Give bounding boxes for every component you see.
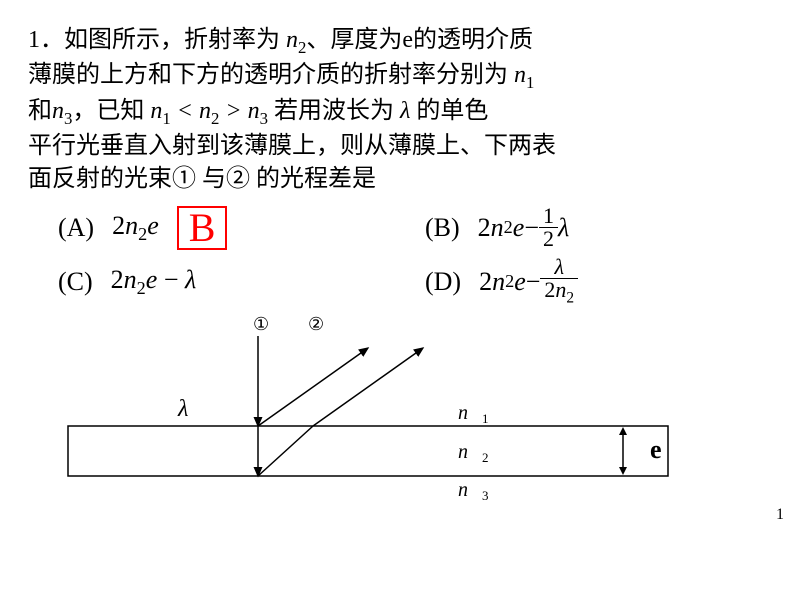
option-d: (D) 2n2e − λ 2n2 — [425, 256, 772, 306]
option-a: (A) 2n2e B — [58, 206, 405, 250]
svg-text:λ: λ — [177, 396, 188, 422]
expr-c: 2n2e − λ — [111, 262, 197, 301]
svg-text:n: n — [458, 402, 468, 424]
svg-text:n: n — [458, 441, 468, 463]
frac-b: 1 2 — [539, 205, 558, 250]
options-grid: (A) 2n2e B (B) 2n2e − 1 2 λ (C) 2n2e − λ… — [58, 205, 772, 306]
answer-box: B — [177, 206, 228, 250]
svg-text:n: n — [458, 479, 468, 501]
svg-text:1: 1 — [482, 411, 489, 426]
expr-b: 2n2e − 1 2 λ — [478, 205, 570, 250]
q-num: 1． — [28, 27, 64, 53]
svg-text:2: 2 — [482, 450, 489, 465]
svg-text:①: ① — [253, 316, 269, 334]
question-text: 1．如图所示，折射率为 n2、厚度为e的透明介质 薄膜的上方和下方的透明介质的折… — [28, 24, 772, 195]
frac-d: λ 2n2 — [540, 256, 578, 306]
option-b: (B) 2n2e − 1 2 λ — [425, 205, 772, 250]
page-number: 1 — [776, 504, 784, 526]
expr-a: 2n2e — [112, 208, 159, 247]
expr-d: 2n2e − λ 2n2 — [479, 256, 578, 306]
svg-text:②: ② — [308, 316, 324, 334]
svg-text:e: e — [650, 435, 662, 464]
svg-text:3: 3 — [482, 488, 489, 503]
thin-film-diagram: ①②λn1n2n3e — [28, 316, 772, 515]
option-c: (C) 2n2e − λ — [58, 262, 405, 301]
